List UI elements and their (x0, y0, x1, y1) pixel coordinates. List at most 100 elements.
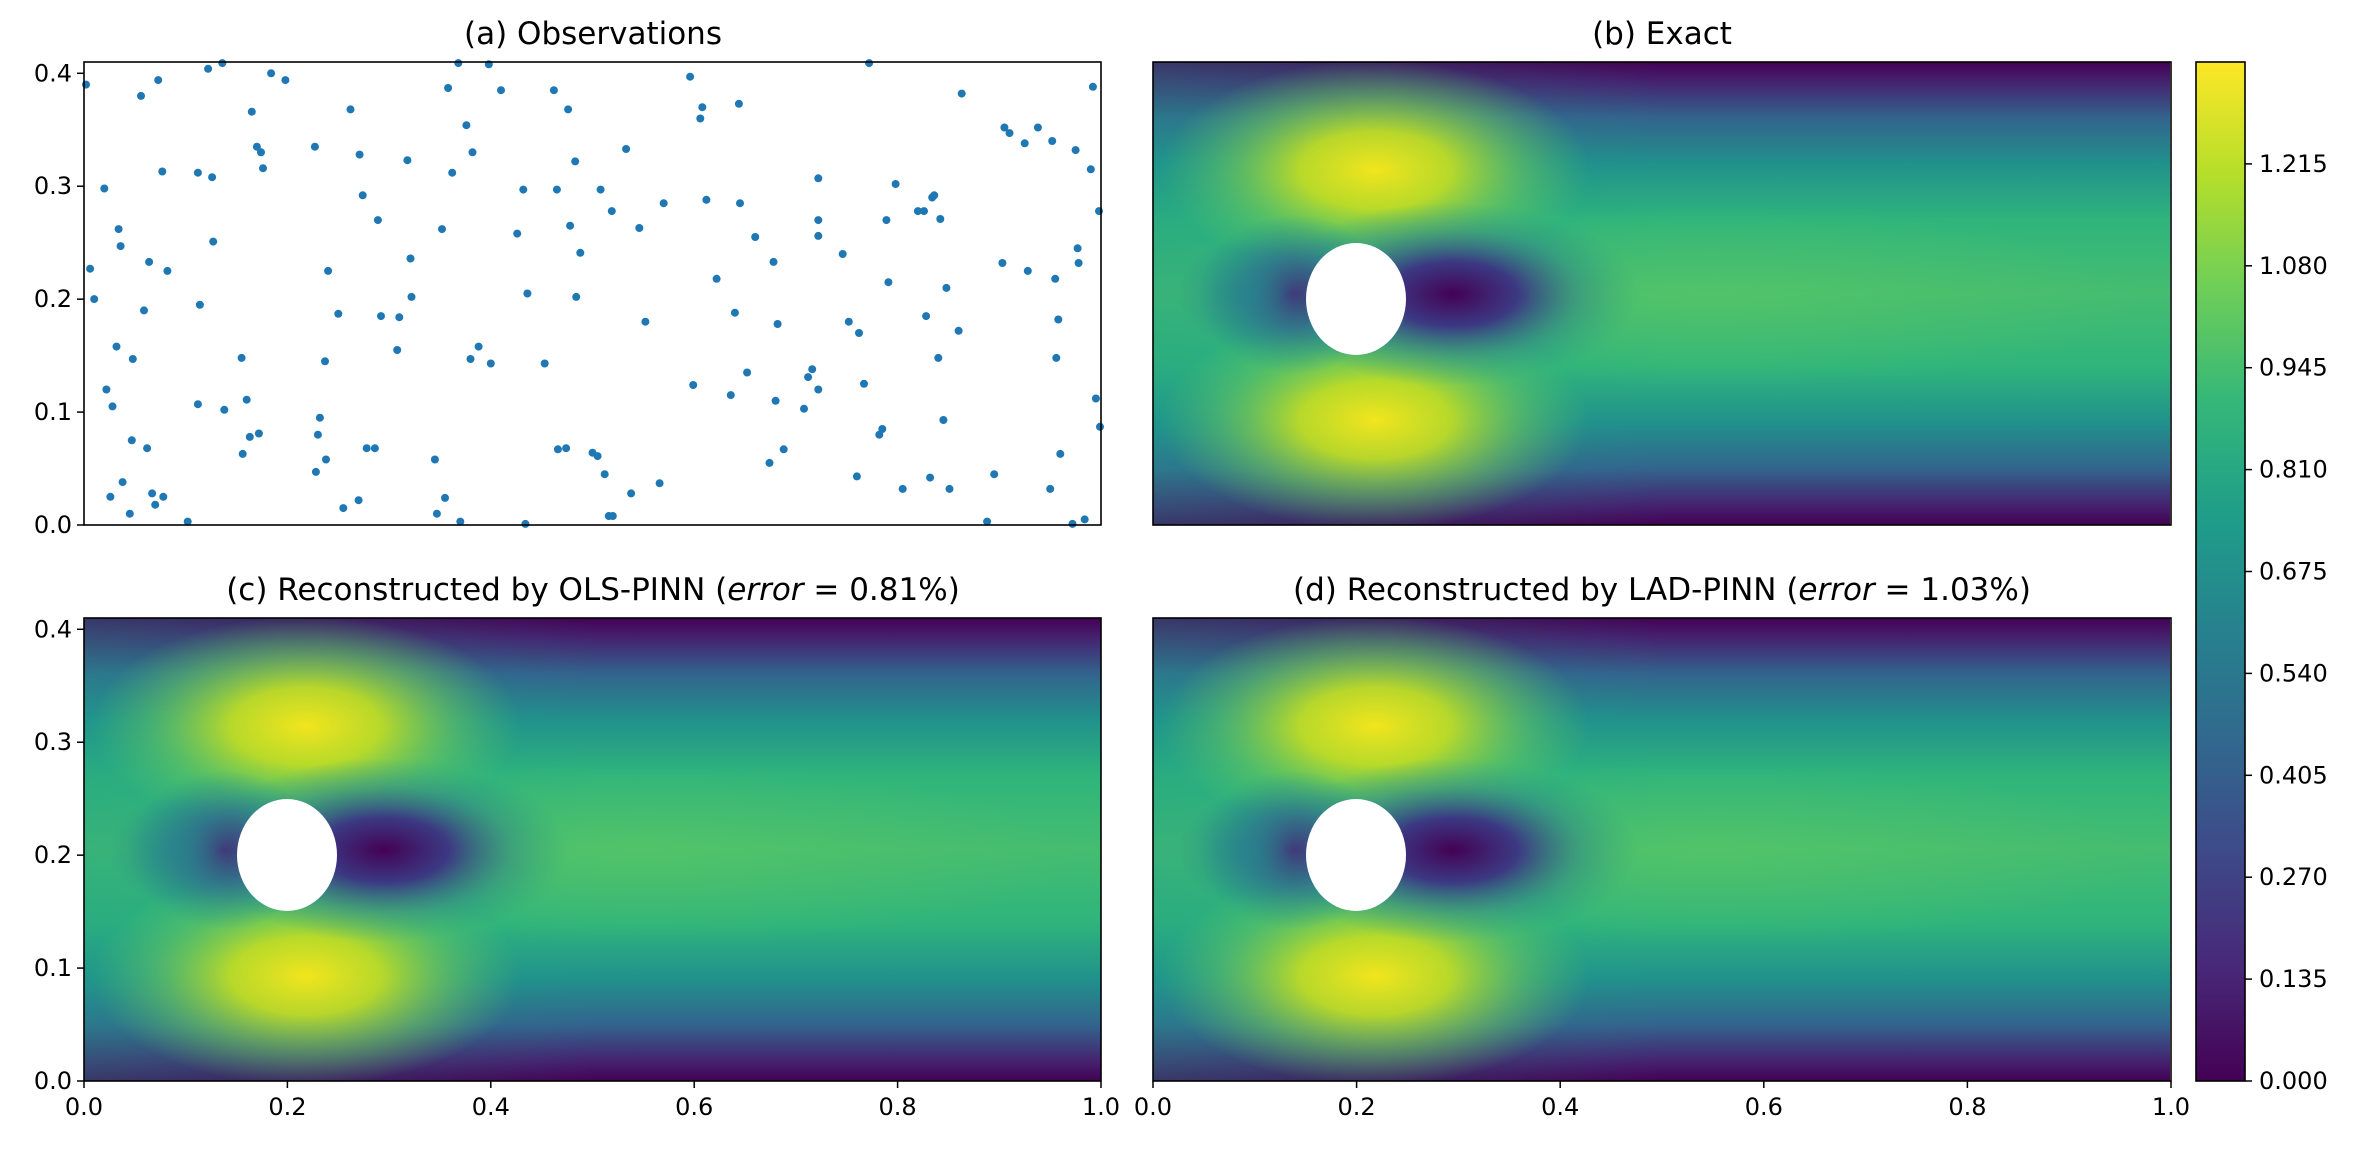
scatter-point (942, 283, 951, 292)
scatter-point (926, 473, 935, 482)
colorbar-tick-label: 0.945 (2259, 354, 2328, 382)
scatter-point (934, 353, 943, 362)
scatter-point (324, 266, 333, 275)
scatter-point (86, 264, 95, 273)
scatter-point (702, 195, 711, 204)
scatter-point (814, 216, 823, 225)
scatter-point (90, 295, 99, 304)
scatter-point (521, 519, 530, 528)
scatter-point (245, 432, 254, 441)
scatter-point (852, 472, 861, 481)
scatter-point (407, 292, 416, 301)
scatter-point (804, 373, 813, 382)
scatter-point (362, 444, 371, 453)
scatter-point (462, 121, 471, 130)
x-tick-label: 1.0 (2152, 1093, 2190, 1121)
colorbar-bar (2195, 61, 2246, 1082)
scatter-point (686, 72, 695, 81)
scatter-point (322, 455, 330, 464)
scatter-point (254, 429, 263, 438)
scatter-point (218, 59, 227, 68)
panel-c: (c) Reconstructed by OLS-PINN (error = 0… (34, 572, 1120, 1121)
scatter-point (438, 225, 446, 234)
scatter-point (1000, 123, 1009, 132)
scatter-point (1071, 146, 1080, 155)
scatter-point (696, 114, 705, 123)
x-tick-label: 0.0 (65, 1093, 103, 1121)
y-tick-label: 0.1 (34, 954, 72, 982)
y-tick-label: 0.0 (34, 1067, 72, 1095)
scatter-point (765, 458, 774, 467)
scatter-point (878, 425, 887, 433)
scatter-point (736, 199, 744, 208)
scatter-point (148, 489, 157, 498)
scatter-point (884, 278, 893, 287)
panel-c-heatmap (84, 616, 1101, 1086)
scatter-point (154, 76, 163, 85)
scatter-point (808, 365, 817, 374)
panel-b: (b) Exact (1152, 16, 2172, 530)
panel-d-heatmap (1153, 616, 2170, 1086)
panel-c-x-axis: 0.0 0.2 0.4 0.6 0.8 1.0 (65, 1081, 1120, 1121)
scatter-point (1074, 259, 1083, 267)
scatter-point (1033, 123, 1042, 132)
scatter-point (238, 449, 247, 458)
scatter-point (209, 237, 218, 246)
scatter-point (466, 355, 475, 363)
colorbar-tick-label: 0.810 (2259, 456, 2328, 484)
scatter-point (771, 396, 780, 405)
scatter-point (1051, 274, 1060, 283)
scatter-point (247, 107, 256, 116)
scatter-point (1068, 519, 1077, 528)
scatter-point (990, 470, 999, 479)
scatter-point (334, 309, 343, 318)
scatter-point (100, 184, 109, 193)
y-tick-label: 0.4 (34, 59, 72, 87)
panel-d-frame (1152, 617, 2172, 1082)
scatter-point (607, 207, 616, 216)
scatter-point (898, 484, 907, 493)
scatter-point (128, 355, 137, 363)
scatter-point (354, 496, 363, 505)
scatter-point (321, 357, 329, 366)
scatter-point (814, 174, 823, 183)
scatter-point (936, 215, 945, 223)
scatter-point (114, 225, 123, 234)
scatter-point (1054, 315, 1063, 324)
scatter-point (552, 185, 561, 194)
scatter-point (468, 148, 477, 157)
scatter-point (689, 381, 698, 389)
scatter-point (998, 259, 1007, 267)
scatter-point (1096, 422, 1104, 431)
scatter-point (930, 191, 939, 200)
scatter-point (553, 445, 562, 454)
scatter-point (237, 353, 246, 362)
x-tick-label: 0.6 (675, 1093, 713, 1121)
scatter-point (315, 413, 324, 422)
scatter-point (549, 86, 558, 95)
scatter-point (444, 84, 453, 92)
scatter-point (814, 385, 823, 394)
scatter-point (608, 512, 617, 520)
y-tick-label: 0.3 (34, 172, 72, 200)
y-tick-label: 0.0 (34, 511, 72, 539)
scatter-point (313, 430, 322, 439)
scatter-point (513, 229, 522, 238)
scatter-point (1088, 82, 1097, 91)
panel-c-y-axis: 0.0 0.1 0.2 0.3 0.4 (34, 615, 84, 1095)
colorbar-tick-label: 0.675 (2259, 558, 2328, 586)
scatter-point (572, 292, 581, 301)
scatter-point (751, 233, 760, 241)
scatter-point (540, 359, 549, 368)
scatter-point (576, 248, 585, 257)
scatter-point (1091, 394, 1100, 403)
x-tick-label: 0.2 (1338, 1093, 1376, 1121)
scatter-point (844, 317, 853, 326)
scatter-point (195, 300, 204, 309)
scatter-point (1073, 244, 1082, 253)
scatter-point (730, 308, 739, 317)
scatter-point (1046, 484, 1055, 493)
scatter-point (1023, 266, 1032, 275)
observation-points (82, 59, 1104, 528)
